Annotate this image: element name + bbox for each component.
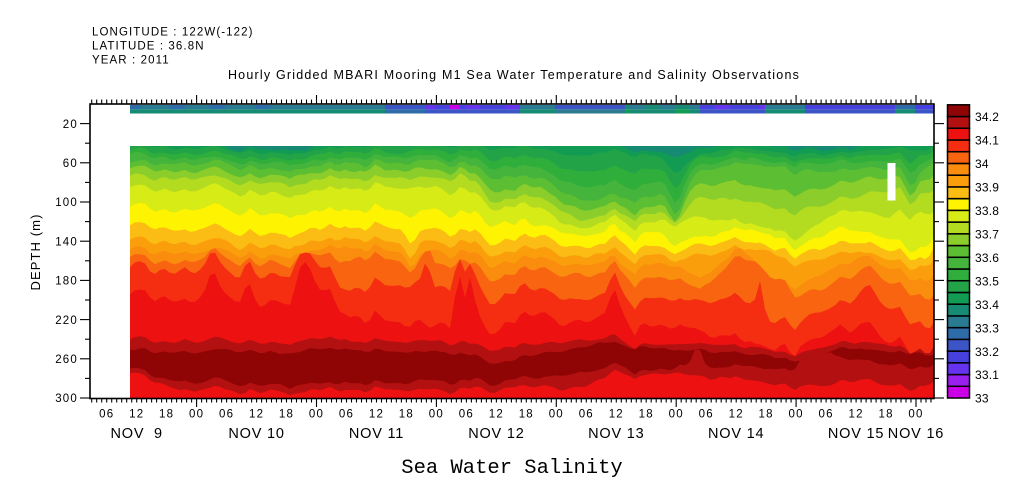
svg-text:18: 18 bbox=[279, 409, 294, 421]
svg-text:60: 60 bbox=[63, 158, 78, 170]
svg-text:NOV 15: NOV 15 bbox=[828, 426, 884, 442]
svg-text:00: 00 bbox=[309, 409, 324, 421]
svg-text:33.9: 33.9 bbox=[975, 181, 999, 195]
svg-text:180: 180 bbox=[55, 276, 78, 288]
svg-text:00: 00 bbox=[908, 409, 923, 421]
svg-text:12: 12 bbox=[129, 409, 144, 421]
svg-text:NOV 13: NOV 13 bbox=[588, 426, 644, 442]
svg-text:12: 12 bbox=[249, 409, 264, 421]
svg-text:Sea Water Salinity: Sea Water Salinity bbox=[401, 457, 622, 480]
svg-text:06: 06 bbox=[99, 409, 114, 421]
svg-text:06: 06 bbox=[459, 409, 474, 421]
svg-text:33.4: 33.4 bbox=[975, 298, 999, 312]
svg-text:100: 100 bbox=[55, 197, 78, 209]
svg-text:300: 300 bbox=[55, 393, 78, 405]
svg-text:140: 140 bbox=[55, 236, 78, 248]
svg-text:06: 06 bbox=[818, 409, 833, 421]
svg-text:06: 06 bbox=[699, 409, 714, 421]
svg-text:33.6: 33.6 bbox=[975, 251, 999, 265]
svg-text:34: 34 bbox=[975, 157, 989, 171]
svg-text:18: 18 bbox=[878, 409, 893, 421]
svg-text:LATITUDE : 36.8N: LATITUDE : 36.8N bbox=[92, 41, 205, 53]
svg-text:33.2: 33.2 bbox=[975, 345, 999, 359]
svg-text:NOV 14: NOV 14 bbox=[708, 426, 764, 442]
svg-text:33.5: 33.5 bbox=[975, 274, 999, 288]
svg-text:06: 06 bbox=[339, 409, 354, 421]
svg-text:YEAR : 2011: YEAR : 2011 bbox=[92, 55, 170, 67]
svg-text:NOV 12: NOV 12 bbox=[468, 426, 524, 442]
svg-text:33.3: 33.3 bbox=[975, 321, 999, 335]
svg-text:NOV 16: NOV 16 bbox=[888, 426, 944, 442]
svg-text:12: 12 bbox=[848, 409, 863, 421]
svg-text:18: 18 bbox=[639, 409, 654, 421]
svg-text:Hourly Gridded MBARI Mooring M: Hourly Gridded MBARI Mooring M1 Sea Wate… bbox=[228, 68, 800, 82]
svg-text:33: 33 bbox=[975, 392, 989, 406]
svg-text:00: 00 bbox=[549, 409, 564, 421]
svg-text:34.1: 34.1 bbox=[975, 134, 999, 148]
svg-text:NOV 9: NOV 9 bbox=[111, 426, 163, 442]
svg-text:06: 06 bbox=[219, 409, 234, 421]
svg-text:LONGITUDE : 122W(-122): LONGITUDE : 122W(-122) bbox=[92, 27, 254, 39]
svg-text:33.8: 33.8 bbox=[975, 204, 999, 218]
svg-text:220: 220 bbox=[55, 315, 78, 327]
svg-text:18: 18 bbox=[399, 409, 414, 421]
svg-text:18: 18 bbox=[519, 409, 534, 421]
svg-text:12: 12 bbox=[729, 409, 744, 421]
svg-text:33.7: 33.7 bbox=[975, 228, 999, 242]
svg-text:12: 12 bbox=[489, 409, 504, 421]
svg-text:34.2: 34.2 bbox=[975, 110, 999, 124]
svg-text:06: 06 bbox=[579, 409, 594, 421]
svg-text:260: 260 bbox=[55, 354, 78, 366]
svg-text:NOV 10: NOV 10 bbox=[228, 426, 284, 442]
svg-text:00: 00 bbox=[669, 409, 684, 421]
svg-text:33.1: 33.1 bbox=[975, 368, 999, 382]
svg-text:12: 12 bbox=[609, 409, 624, 421]
svg-text:20: 20 bbox=[63, 119, 78, 131]
svg-text:18: 18 bbox=[159, 409, 174, 421]
svg-text:00: 00 bbox=[788, 409, 803, 421]
svg-text:NOV 11: NOV 11 bbox=[349, 426, 404, 442]
svg-text:DEPTH (m): DEPTH (m) bbox=[28, 213, 43, 290]
svg-text:18: 18 bbox=[758, 409, 773, 421]
svg-text:00: 00 bbox=[429, 409, 444, 421]
svg-text:12: 12 bbox=[369, 409, 384, 421]
svg-text:00: 00 bbox=[189, 409, 204, 421]
